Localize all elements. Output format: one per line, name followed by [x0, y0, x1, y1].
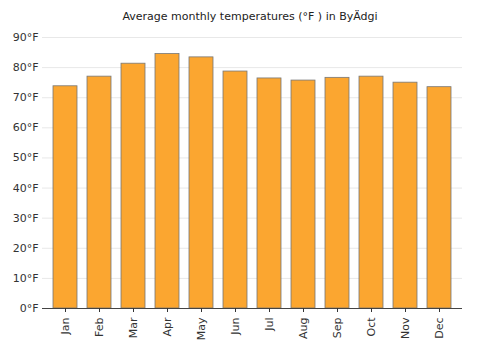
svg-text:60°F: 60°F — [13, 121, 39, 134]
svg-text:Dec: Dec — [433, 318, 446, 339]
html-text:Average monthly temperatures (: Average monthly temperatures (°F ) in By… — [122, 10, 378, 23]
svg-text:Apr: Apr — [161, 317, 174, 337]
svg-text:Jul: Jul — [263, 318, 276, 332]
svg-text:20°F: 20°F — [13, 242, 39, 255]
svg-text:50°F: 50°F — [13, 151, 39, 164]
svg-text:Jun: Jun — [229, 317, 242, 335]
svg-text:70°F: 70°F — [13, 91, 39, 104]
svg-text:Mar: Mar — [127, 317, 140, 338]
svg-text:Oct: Oct — [365, 317, 378, 337]
svg-text:May: May — [195, 317, 208, 340]
svg-text:30°F: 30°F — [13, 212, 39, 225]
svg-text:40°F: 40°F — [13, 182, 39, 195]
svg-text:Aug: Aug — [297, 318, 310, 339]
svg-text:Sep: Sep — [331, 317, 344, 338]
svg-text:80°F: 80°F — [13, 61, 39, 74]
svg-text:10°F: 10°F — [13, 272, 39, 285]
svg-text:90°F: 90°F — [13, 31, 39, 44]
svg-text:0°F: 0°F — [20, 302, 39, 315]
svg-text:Feb: Feb — [93, 317, 106, 336]
svg-text:Nov: Nov — [399, 317, 412, 339]
svg-text:Jan: Jan — [59, 317, 72, 335]
